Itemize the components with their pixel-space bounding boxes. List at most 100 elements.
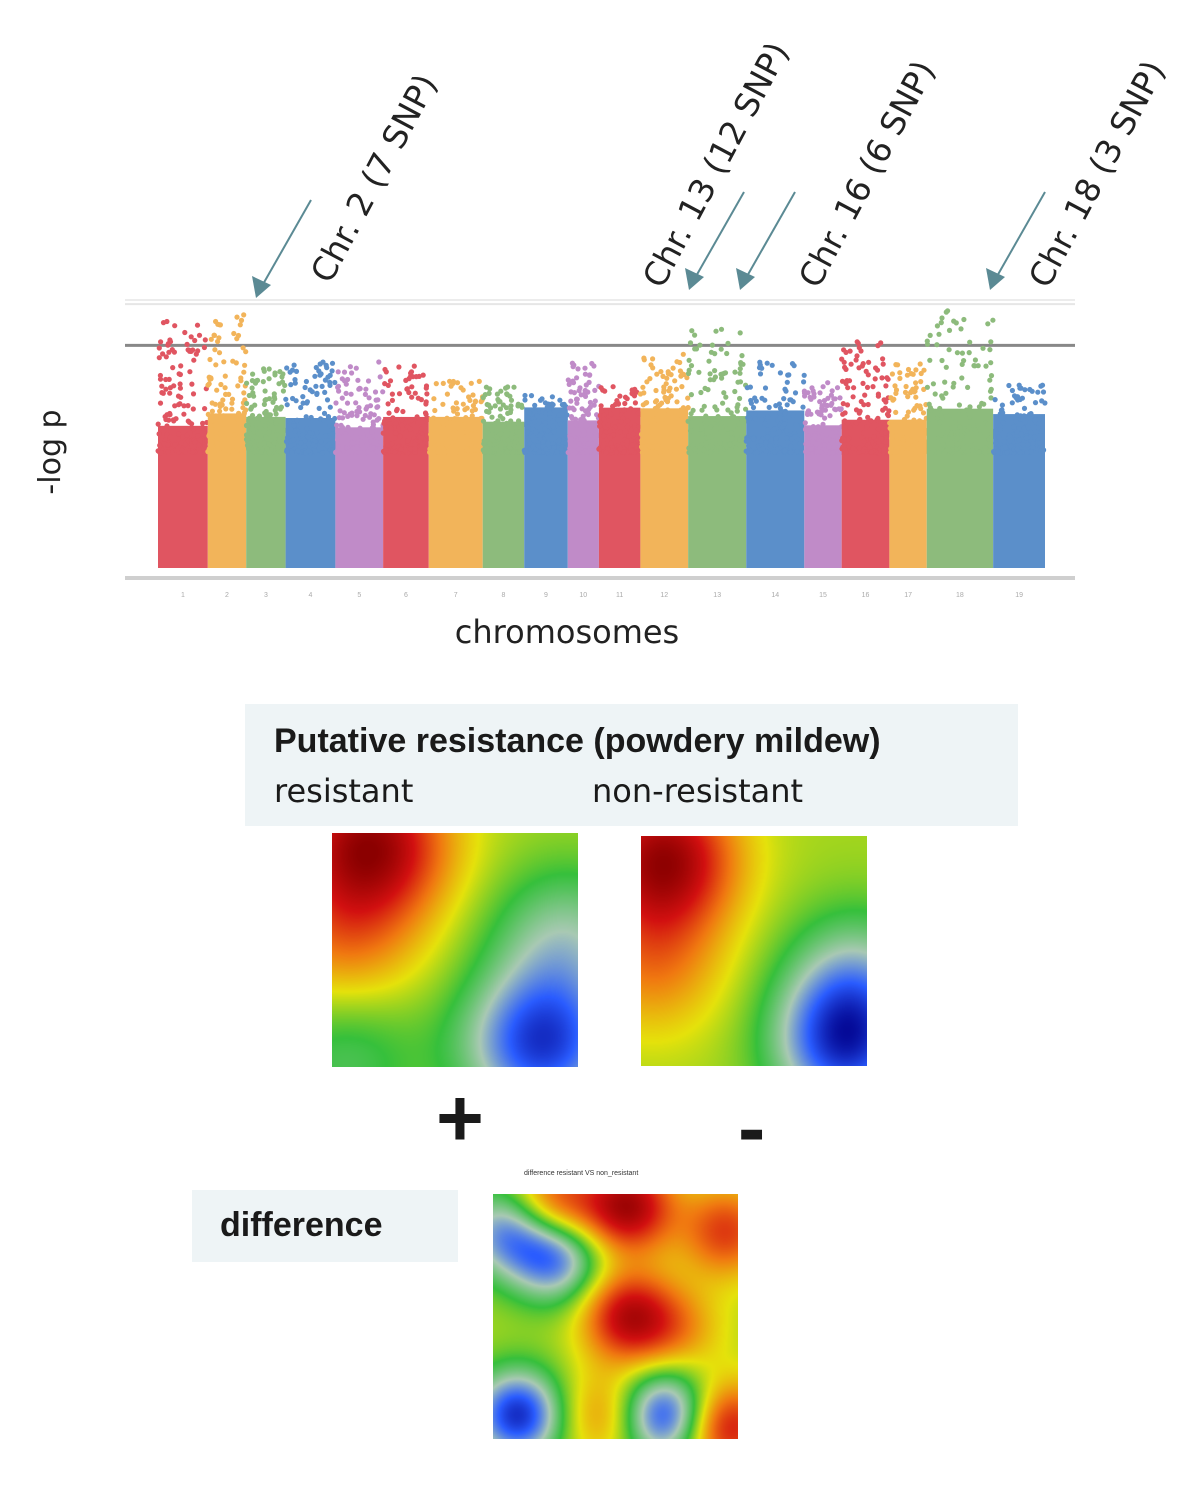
snp-point — [991, 449, 997, 455]
snp-point — [1039, 382, 1046, 388]
snp-point — [314, 391, 320, 397]
snp-point — [665, 431, 671, 437]
snp-point — [647, 376, 653, 382]
snp-point — [658, 369, 664, 375]
snp-point — [164, 431, 170, 438]
snp-point — [231, 330, 237, 337]
snp-point — [601, 412, 607, 418]
snp-point — [592, 387, 598, 393]
snp-point — [217, 401, 223, 407]
snp-point — [171, 383, 177, 389]
snp-point — [899, 428, 905, 434]
snp-point — [739, 353, 745, 359]
snp-point — [489, 427, 495, 433]
snp-point — [438, 449, 444, 456]
difference-heatmap-title: difference resistant VS non_resistant — [524, 1170, 639, 1177]
snp-point — [810, 424, 816, 430]
snp-point — [287, 369, 293, 375]
snp-point — [246, 444, 252, 450]
snp-point — [329, 368, 335, 374]
snp-point — [680, 351, 686, 357]
snp-point — [626, 433, 632, 439]
snp-point — [915, 429, 921, 435]
snp-point — [532, 402, 538, 408]
snp-point — [1028, 429, 1034, 435]
snp-point — [157, 376, 164, 382]
snp-point — [292, 380, 298, 386]
snp-point — [972, 363, 978, 369]
snp-point — [241, 369, 247, 375]
snp-point — [783, 435, 790, 441]
snp-point — [985, 321, 991, 327]
snp-point — [230, 358, 236, 364]
snp-point — [439, 438, 445, 444]
snp-point — [917, 361, 923, 367]
snp-point — [470, 403, 476, 409]
snp-point — [712, 368, 718, 374]
snp-point — [249, 412, 256, 419]
snp-point — [199, 425, 205, 431]
snp-point — [674, 359, 680, 365]
snp-point — [621, 407, 627, 413]
snp-point — [982, 450, 989, 456]
snp-point — [345, 376, 351, 383]
snp-point — [825, 395, 831, 401]
snp-point — [948, 425, 955, 431]
snp-point — [732, 369, 738, 375]
snp-point — [447, 378, 453, 384]
snp-point — [689, 328, 695, 334]
snp-point — [629, 448, 635, 454]
snp-point — [190, 449, 196, 455]
snp-point — [803, 441, 809, 447]
snp-point — [295, 448, 301, 454]
snp-point — [412, 390, 418, 396]
snp-point — [202, 337, 208, 343]
snp-point — [802, 420, 808, 426]
snp-point — [389, 391, 395, 397]
non-resistant-heatmap — [641, 836, 867, 1066]
snp-point — [739, 419, 745, 425]
snp-point — [226, 391, 232, 397]
snp-point — [954, 435, 961, 442]
snp-point — [905, 394, 911, 400]
snp-point — [801, 372, 807, 378]
snp-point — [353, 400, 359, 406]
snp-point — [550, 402, 556, 408]
snp-point — [238, 375, 244, 381]
snp-point — [662, 449, 668, 456]
snp-point — [788, 449, 794, 455]
snp-point — [547, 415, 553, 421]
chromosome-tick-label: 6 — [404, 592, 408, 599]
snp-point — [207, 376, 213, 382]
snp-point — [987, 347, 993, 353]
snp-point — [880, 356, 886, 362]
annotation-arrow-head — [252, 276, 271, 298]
snp-point — [222, 440, 228, 446]
snp-point — [314, 430, 320, 436]
snp-point — [397, 433, 403, 440]
snp-point — [448, 383, 454, 389]
snp-point — [233, 440, 239, 446]
snp-point — [703, 440, 709, 446]
snp-point — [723, 394, 729, 400]
snp-point — [817, 390, 823, 396]
snp-point — [602, 388, 608, 394]
snp-point — [632, 400, 639, 406]
snp-point — [399, 422, 405, 428]
snp-point — [952, 419, 958, 425]
snp-point — [1014, 446, 1021, 452]
snp-point — [218, 381, 224, 388]
snp-point — [507, 441, 513, 447]
snp-point — [515, 444, 521, 450]
snp-point — [407, 426, 413, 432]
snp-point — [319, 383, 325, 389]
snp-point — [829, 388, 835, 394]
snp-point — [337, 408, 343, 414]
snp-point — [574, 396, 580, 402]
snp-point — [469, 413, 475, 419]
snp-point — [819, 408, 825, 414]
snp-point — [938, 320, 944, 326]
snp-point — [738, 360, 744, 366]
snp-point — [460, 435, 466, 441]
annotation-arrow-line — [694, 191, 745, 279]
